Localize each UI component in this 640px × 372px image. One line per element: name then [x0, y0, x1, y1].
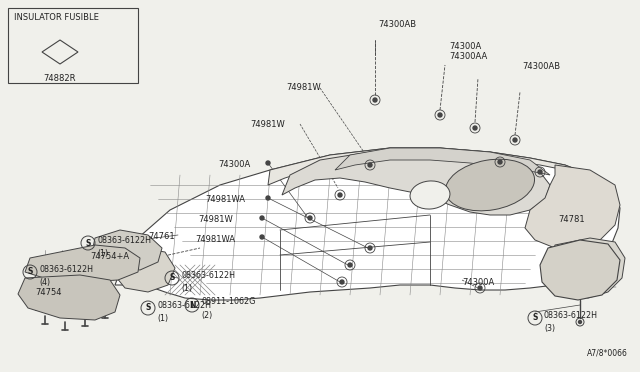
- Polygon shape: [550, 238, 625, 298]
- Text: 08363-6122H: 08363-6122H: [157, 301, 211, 310]
- Text: 08363-6122H: 08363-6122H: [97, 235, 151, 244]
- Text: 74300AA: 74300AA: [449, 52, 487, 61]
- Text: 74300A: 74300A: [218, 160, 250, 169]
- Bar: [8, 8, 138, 83]
- Ellipse shape: [410, 181, 450, 209]
- Text: A7/8*0066: A7/8*0066: [587, 349, 628, 358]
- Text: 74300A: 74300A: [449, 42, 481, 51]
- Text: 74981WA: 74981WA: [195, 235, 235, 244]
- Text: (1): (1): [97, 249, 108, 258]
- Text: S: S: [170, 273, 175, 282]
- Circle shape: [58, 55, 61, 58]
- Circle shape: [348, 263, 352, 267]
- Text: 74882R: 74882R: [44, 74, 76, 83]
- Text: 08363-6122H: 08363-6122H: [181, 270, 235, 279]
- Text: 74300AB: 74300AB: [522, 62, 560, 71]
- Text: (1): (1): [181, 284, 192, 293]
- Polygon shape: [268, 148, 610, 190]
- Ellipse shape: [445, 159, 534, 211]
- Text: 74981W: 74981W: [286, 83, 321, 92]
- Circle shape: [54, 51, 56, 54]
- Circle shape: [260, 216, 264, 220]
- Polygon shape: [335, 148, 550, 175]
- Circle shape: [513, 138, 517, 142]
- Text: 74300AB: 74300AB: [378, 20, 416, 29]
- Text: S: S: [28, 267, 33, 276]
- Text: (1): (1): [157, 314, 168, 323]
- Text: 74754: 74754: [35, 288, 61, 297]
- Circle shape: [368, 163, 372, 167]
- Circle shape: [260, 235, 264, 239]
- Circle shape: [478, 286, 482, 290]
- Polygon shape: [18, 275, 120, 320]
- Circle shape: [266, 161, 270, 165]
- Polygon shape: [282, 150, 550, 215]
- Circle shape: [373, 98, 377, 102]
- Text: 74981W: 74981W: [198, 215, 233, 224]
- Text: (2): (2): [201, 311, 212, 320]
- Text: N: N: [189, 301, 195, 310]
- Text: INSULATOR FUSIBLE: INSULATOR FUSIBLE: [14, 13, 99, 22]
- Circle shape: [338, 193, 342, 197]
- Polygon shape: [42, 40, 78, 64]
- Polygon shape: [525, 165, 620, 248]
- Circle shape: [266, 196, 270, 200]
- Circle shape: [340, 280, 344, 284]
- Circle shape: [308, 216, 312, 220]
- Polygon shape: [25, 245, 140, 282]
- Text: 74761: 74761: [148, 232, 175, 241]
- Circle shape: [579, 321, 582, 324]
- Text: S: S: [532, 314, 538, 323]
- Polygon shape: [112, 248, 175, 292]
- Text: S: S: [145, 304, 150, 312]
- Circle shape: [63, 51, 67, 54]
- Polygon shape: [92, 230, 162, 270]
- Text: 08911-1062G: 08911-1062G: [201, 298, 255, 307]
- Text: 74981WA: 74981WA: [205, 195, 245, 204]
- Text: 74300A: 74300A: [462, 278, 494, 287]
- Text: 74781: 74781: [558, 215, 584, 224]
- Circle shape: [438, 113, 442, 117]
- Text: 08363-6122H: 08363-6122H: [544, 311, 598, 320]
- Circle shape: [473, 126, 477, 130]
- Text: 74981W: 74981W: [250, 120, 285, 129]
- Circle shape: [538, 170, 542, 174]
- Polygon shape: [540, 240, 620, 300]
- Text: 74754+A: 74754+A: [90, 252, 129, 261]
- Text: (3): (3): [544, 324, 555, 333]
- Text: 08363-6122H: 08363-6122H: [39, 264, 93, 273]
- Circle shape: [58, 51, 61, 54]
- Text: (4): (4): [39, 278, 50, 287]
- Circle shape: [368, 246, 372, 250]
- Circle shape: [498, 160, 502, 164]
- Text: S: S: [85, 238, 91, 247]
- Circle shape: [58, 46, 61, 49]
- Polygon shape: [115, 148, 620, 300]
